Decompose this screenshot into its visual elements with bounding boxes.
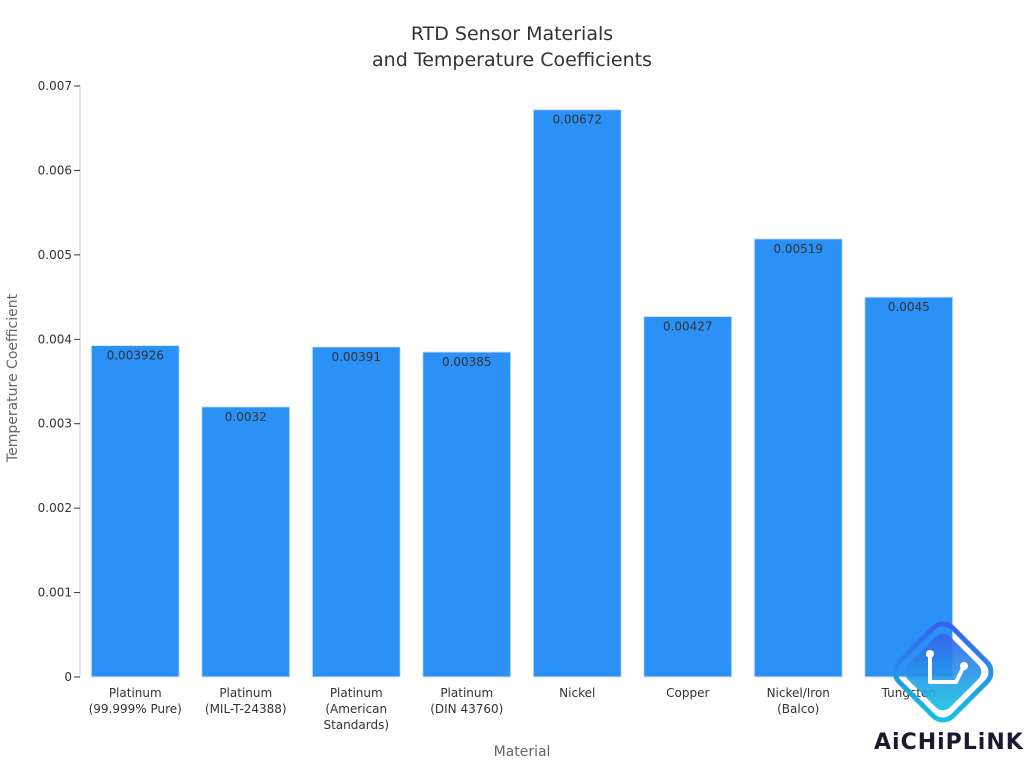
category-label: Copper — [666, 686, 709, 700]
bar-value-label: 0.0045 — [888, 300, 930, 314]
chart-title: RTD Sensor Materials and Temperature Coef… — [372, 23, 652, 71]
bar — [90, 345, 180, 678]
watermark-text: AiCHiPLiNK — [874, 730, 1024, 755]
category-label: Nickel — [559, 686, 595, 700]
bar — [422, 351, 512, 678]
aichiplink-logo-icon — [892, 621, 994, 723]
category-label: (American — [325, 702, 387, 716]
bar-value-label: 0.00391 — [331, 350, 381, 364]
bar — [201, 406, 291, 678]
y-tick-label: 0.005 — [38, 248, 72, 262]
category-label: Standards) — [323, 718, 389, 732]
axes: 0 0.001 0.002 0.003 0.004 0.005 0.006 0.007 — [38, 79, 81, 684]
x-axis-label: Material — [494, 744, 551, 760]
y-tick-label: 0.004 — [38, 332, 72, 346]
y-tick-label: 0.007 — [38, 79, 72, 93]
chart-title-line: RTD Sensor Materials — [411, 23, 613, 45]
chart-title-line: and Temperature Coefficients — [372, 49, 652, 71]
category-label: Platinum — [219, 686, 272, 700]
bar — [753, 238, 843, 678]
category-label: (MIL-T-24388) — [205, 702, 287, 716]
category-label: (Balco) — [777, 702, 819, 716]
y-tick-label: 0.003 — [38, 417, 72, 431]
y-tick-label: 0.006 — [38, 163, 72, 177]
bar — [643, 315, 733, 678]
bar — [532, 109, 622, 678]
category-label: Platinum — [109, 686, 162, 700]
bar — [864, 296, 954, 678]
bar-value-label: 0.00672 — [552, 113, 602, 127]
category-label: Platinum — [440, 686, 493, 700]
y-tick-label: 0.001 — [38, 586, 72, 600]
bar-value-label: 0.00385 — [442, 355, 492, 369]
bar — [311, 346, 401, 678]
bars — [90, 109, 954, 678]
category-labels: Platinum (99.999% Pure) Platinum (MIL-T-243… — [89, 686, 936, 732]
category-label: (99.999% Pure) — [89, 702, 182, 716]
y-tick-label: 0 — [64, 670, 72, 684]
bar-value-label: 0.003926 — [107, 349, 164, 363]
y-tick-label: 0.002 — [38, 501, 72, 515]
bar-value-label: 0.0032 — [225, 410, 267, 424]
bar-value-label: 0.00519 — [773, 242, 823, 256]
bar-value-labels: 0.003926 0.0032 0.00391 0.00385 0.00672 0.004… — [107, 113, 930, 424]
y-axis-label: Temperature Coefficient — [5, 293, 21, 463]
category-label: Platinum — [330, 686, 383, 700]
category-label: (DIN 43760) — [430, 702, 503, 716]
category-label: Nickel/Iron — [767, 686, 830, 700]
bar-value-label: 0.00427 — [663, 319, 713, 333]
